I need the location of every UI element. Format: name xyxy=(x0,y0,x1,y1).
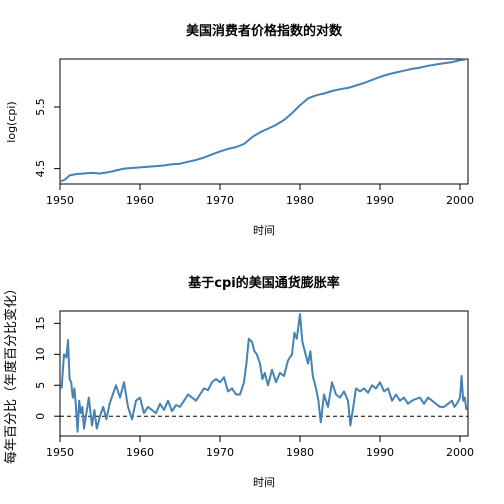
x-tick-label: 2000 xyxy=(446,194,474,207)
x-tick-label: 1950 xyxy=(46,446,74,459)
x-tick-label: 1950 xyxy=(46,194,74,207)
x-tick-label: 1980 xyxy=(286,194,314,207)
x-axis: 1950 1960 1970 1980 1990 2000 xyxy=(46,184,474,207)
x-tick-label: 1960 xyxy=(126,446,154,459)
y-tick-label: 5.5 xyxy=(34,98,47,116)
x-tick-label: 1990 xyxy=(366,194,394,207)
y-axis: 4.5 5.5 xyxy=(34,98,60,177)
chart-panel-inflation: 基于cpi的美国通货膨胀率 1950 1960 1970 1980 1990 2000 0… xyxy=(3,275,474,489)
x-tick-label: 1980 xyxy=(286,446,314,459)
plot-frame xyxy=(59,58,469,185)
x-tick-label: 2000 xyxy=(446,446,474,459)
series-line xyxy=(59,58,466,183)
series-group xyxy=(60,313,468,433)
x-tick-label: 1990 xyxy=(366,446,394,459)
series-group xyxy=(59,58,466,183)
series-line xyxy=(60,313,468,433)
x-axis: 1950 1960 1970 1980 1990 2000 xyxy=(46,436,474,459)
y-tick-label: 4.5 xyxy=(34,160,47,178)
y-tick-label: 10 xyxy=(34,347,47,361)
plot-frame xyxy=(59,310,469,437)
x-tick-label: 1970 xyxy=(206,194,234,207)
y-tick-label: 5 xyxy=(34,382,47,389)
y-tick-label: 0 xyxy=(34,413,47,420)
x-axis-label: 时间 xyxy=(253,224,275,237)
x-tick-label: 1960 xyxy=(126,194,154,207)
y-axis-label: 每年百分比（年度百分比变化） xyxy=(3,282,19,464)
chart-title: 基于cpi的美国通货膨胀率 xyxy=(187,275,339,291)
y-axis-label: log(cpi) xyxy=(5,101,18,142)
chart-title: 美国消费者价格指数的对数 xyxy=(186,23,343,39)
chart-panel-cpi-log: 美国消费者价格指数的对数 1950 1960 1970 1980 1990 2000 4.… xyxy=(5,23,474,237)
y-tick-label: 15 xyxy=(34,316,47,330)
x-tick-label: 1970 xyxy=(206,446,234,459)
x-axis-label: 时间 xyxy=(253,476,275,489)
y-axis: 0 5 10 15 xyxy=(34,316,60,420)
